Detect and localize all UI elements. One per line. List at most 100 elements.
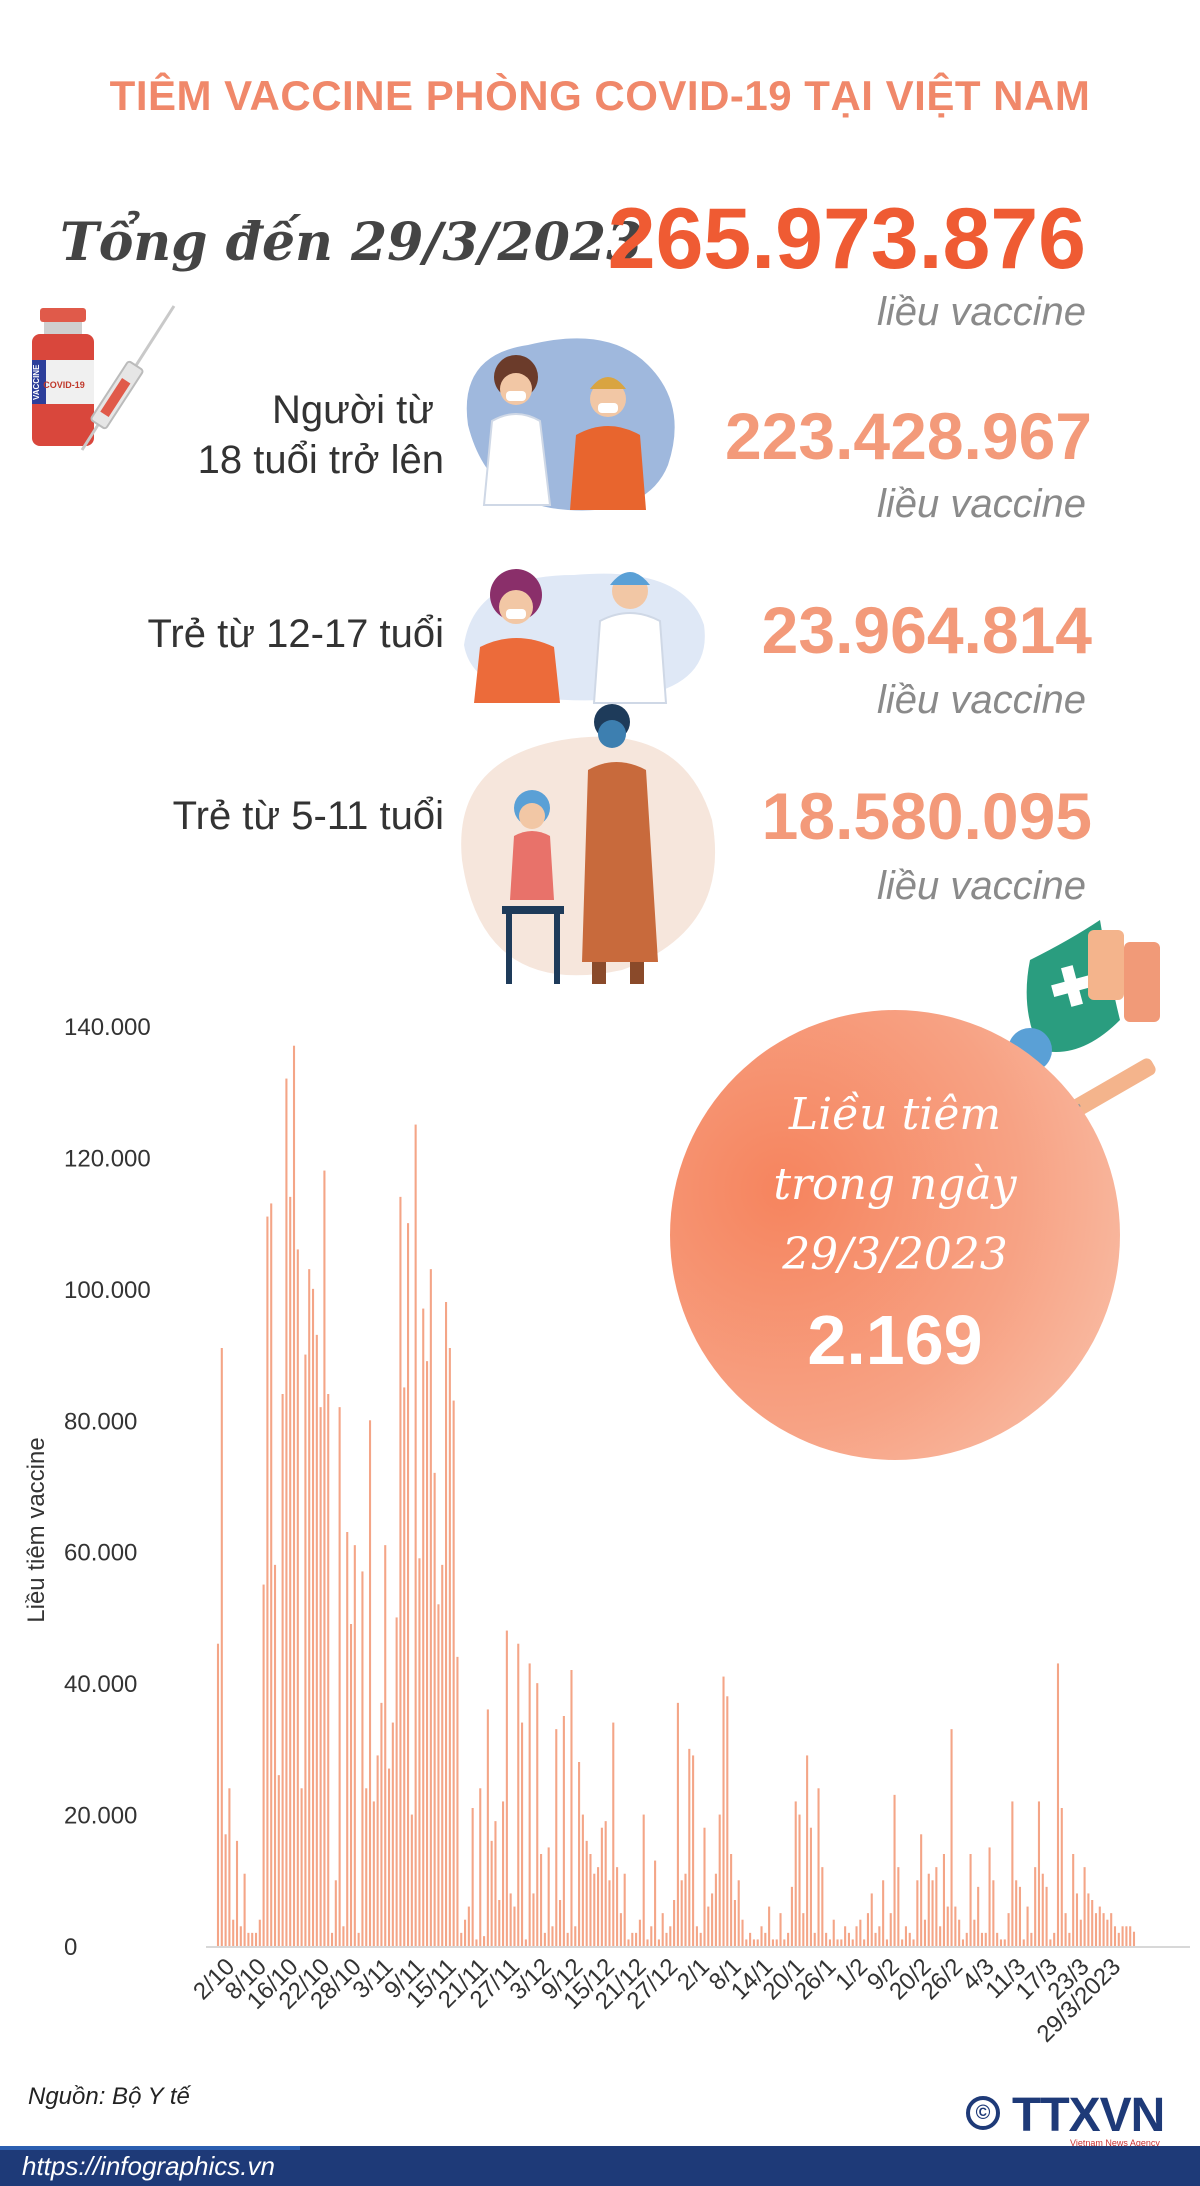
bar: [1018, 1886, 1022, 1946]
bar: [216, 1643, 220, 1946]
bar: [874, 1932, 877, 1946]
bar: [475, 1939, 478, 1946]
bar: [1087, 1893, 1090, 1946]
bar: [692, 1755, 695, 1946]
bar: [946, 1906, 949, 1946]
bar: [1053, 1932, 1056, 1946]
bar: [760, 1926, 763, 1946]
bar: [756, 1939, 759, 1946]
bar: [885, 1939, 888, 1946]
bar: [570, 1670, 573, 1946]
daily-doses-bar-chart: 0 20.000 40.000 60.000 80.000 100.000 120.000 1…: [23, 1014, 1190, 2048]
daily-label-line3: 29/3/2023: [782, 1229, 1008, 1280]
group-adult-label-1: Người từ: [271, 388, 434, 432]
bar: [999, 1939, 1003, 1946]
bar: [521, 1722, 524, 1946]
bar: [798, 1814, 801, 1946]
bar: [384, 1545, 387, 1946]
bar: [471, 1808, 474, 1946]
bar: [483, 1936, 486, 1946]
bar: [433, 1472, 436, 1946]
bar: [790, 1886, 793, 1946]
bar: [376, 1755, 379, 1946]
bar: [407, 1223, 410, 1946]
bar: [422, 1308, 425, 1946]
bar: [642, 1814, 645, 1946]
bar: [448, 1348, 451, 1946]
bar: [1125, 1926, 1128, 1946]
bar: [912, 1939, 915, 1946]
bar: [684, 1873, 687, 1946]
group-adult-value: 223.428.967: [724, 399, 1092, 473]
page-title: TIÊM VACCINE PHÒNG COVID-19 TẠI VIỆT NAM: [109, 72, 1091, 119]
bar: [300, 1788, 303, 1946]
bar: [517, 1643, 520, 1946]
bar: [1132, 1931, 1136, 1946]
bar: [1075, 1893, 1079, 1946]
bar: [714, 1873, 717, 1946]
daily-label-line2: trong ngày: [773, 1159, 1017, 1210]
bar: [1003, 1939, 1006, 1946]
bar: [680, 1880, 683, 1946]
bar: [456, 1656, 459, 1946]
bar: [730, 1854, 733, 1946]
bar: [445, 1302, 448, 1946]
bar: [1060, 1808, 1063, 1946]
bar: [950, 1729, 953, 1946]
bar: [612, 1722, 615, 1946]
bar: [623, 1873, 626, 1946]
bar: [380, 1702, 383, 1946]
bar: [361, 1571, 364, 1946]
bar: [410, 1814, 413, 1946]
bar: [817, 1788, 820, 1946]
website-link[interactable]: https://infographics.vn: [22, 2151, 275, 2181]
bar: [239, 1926, 242, 1946]
bar: [638, 1919, 641, 1946]
bar: [399, 1196, 402, 1946]
bar: [775, 1939, 778, 1946]
bar: [726, 1696, 729, 1946]
bar: [494, 1821, 497, 1946]
group-adult-unit: liều vaccine: [876, 482, 1086, 526]
bar: [266, 1216, 269, 1946]
y-tick-label: 0: [64, 1934, 77, 1961]
bar: [528, 1663, 531, 1946]
bar: [954, 1906, 957, 1946]
bar: [543, 1932, 546, 1946]
bar: [254, 1932, 258, 1946]
bar: [752, 1939, 755, 1946]
bar: [813, 1932, 816, 1946]
shield-virus-icon: [1008, 920, 1160, 1132]
bar: [1064, 1913, 1067, 1946]
bar: [783, 1939, 786, 1946]
bar: [878, 1926, 881, 1946]
bar: [699, 1932, 702, 1946]
bar: [897, 1867, 900, 1946]
bar: [304, 1354, 307, 1946]
bar: [1129, 1926, 1132, 1946]
daily-doses-value: 2.169: [807, 1301, 983, 1379]
bar: [1083, 1867, 1086, 1946]
y-tick-label: 60.000: [64, 1540, 137, 1567]
bar: [597, 1867, 600, 1946]
bar: [703, 1827, 706, 1946]
bar: [1106, 1919, 1109, 1946]
bar: [863, 1939, 866, 1946]
bar: [650, 1926, 653, 1946]
bar: [395, 1617, 398, 1946]
bar: [809, 1827, 812, 1946]
bar: [323, 1170, 326, 1946]
bar: [836, 1939, 839, 1946]
bar: [247, 1932, 250, 1946]
bar: [338, 1407, 341, 1946]
bar: [733, 1900, 736, 1946]
bar: [235, 1840, 239, 1946]
bar: [258, 1919, 261, 1946]
bar: [353, 1545, 356, 1946]
bar: [771, 1939, 774, 1946]
bar: [365, 1788, 368, 1946]
bar: [589, 1854, 592, 1946]
bar: [847, 1932, 850, 1946]
group-child-label: Trẻ từ 5-11 tuổi: [172, 794, 444, 838]
bar: [296, 1249, 299, 1946]
